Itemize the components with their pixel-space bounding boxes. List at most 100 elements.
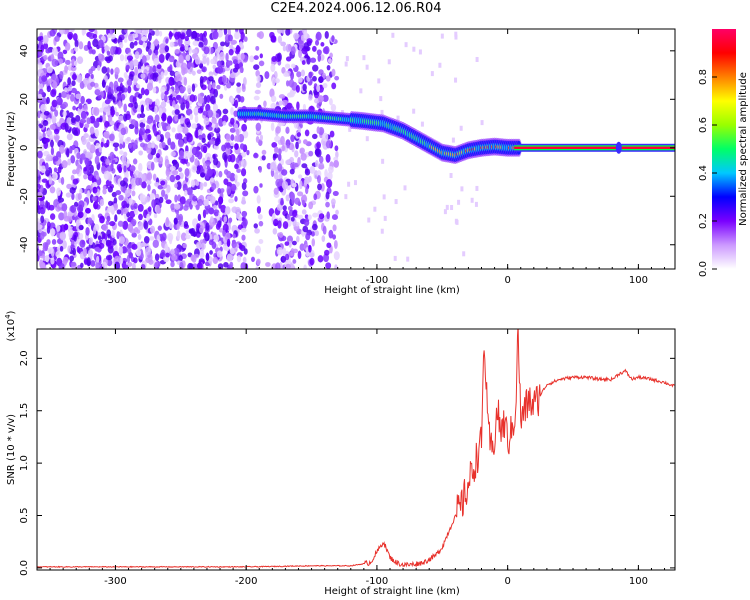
noise-dot bbox=[331, 82, 337, 90]
noise-dot bbox=[175, 209, 180, 215]
noise-dot bbox=[99, 115, 103, 123]
noise-dot bbox=[174, 194, 178, 203]
noise-dot bbox=[216, 60, 222, 68]
noise-dot bbox=[185, 54, 191, 62]
noise-dot bbox=[84, 188, 88, 195]
noise-dot bbox=[185, 234, 191, 240]
noise-dot bbox=[183, 93, 188, 101]
noise-dot bbox=[141, 242, 147, 247]
noise-dot bbox=[152, 239, 159, 248]
noise-dot bbox=[140, 73, 146, 79]
noise-dot bbox=[86, 117, 92, 125]
noise-dot bbox=[199, 32, 203, 41]
noise-dot bbox=[113, 197, 118, 205]
noise-dot bbox=[302, 225, 309, 233]
noise-dot bbox=[256, 205, 262, 214]
faint-speckle bbox=[381, 158, 385, 164]
noise-dot bbox=[330, 103, 337, 112]
noise-dot bbox=[325, 153, 331, 163]
noise-dot bbox=[265, 262, 271, 267]
noise-dot bbox=[151, 199, 156, 209]
noise-dot bbox=[327, 58, 332, 64]
noise-dot bbox=[90, 73, 94, 80]
snr-frame bbox=[36, 328, 676, 571]
noise-dot bbox=[232, 67, 239, 73]
noise-dot bbox=[37, 169, 41, 177]
noise-dot bbox=[177, 216, 183, 221]
noise-dot bbox=[176, 223, 180, 230]
noise-dot bbox=[308, 201, 314, 210]
noise-dot bbox=[50, 139, 54, 148]
noise-dot bbox=[231, 241, 237, 249]
noise-dot bbox=[111, 159, 116, 165]
noise-dot bbox=[139, 113, 146, 119]
noise-dot bbox=[119, 143, 123, 150]
noise-dot bbox=[94, 89, 101, 96]
noise-dot bbox=[154, 253, 160, 262]
noise-dot bbox=[174, 183, 178, 189]
noise-dot bbox=[169, 222, 174, 229]
noise-speckles bbox=[37, 29, 340, 269]
noise-dot bbox=[297, 156, 301, 166]
noise-dot bbox=[42, 246, 49, 252]
noise-dot bbox=[62, 110, 67, 117]
noise-dot bbox=[164, 194, 168, 201]
noise-dot bbox=[259, 134, 263, 141]
noise-dot bbox=[191, 146, 198, 156]
noise-dot bbox=[140, 87, 145, 96]
noise-dot bbox=[154, 114, 160, 123]
noise-dot bbox=[219, 30, 224, 37]
noise-dot bbox=[61, 203, 68, 212]
noise-dot bbox=[174, 31, 180, 40]
noise-dot bbox=[297, 174, 303, 179]
noise-dot bbox=[149, 225, 156, 234]
colorbar-label: Normalized spectral amplitude bbox=[738, 72, 749, 226]
noise-dot bbox=[153, 156, 160, 163]
snr-ytick-label: 0.0 bbox=[19, 560, 30, 576]
noise-dot bbox=[117, 231, 121, 237]
noise-dot bbox=[67, 245, 71, 253]
noise-dot bbox=[82, 29, 87, 35]
noise-dot bbox=[327, 171, 333, 181]
noise-dot bbox=[126, 47, 131, 54]
noise-dot bbox=[87, 217, 93, 224]
noise-dot bbox=[137, 221, 144, 231]
noise-dot bbox=[287, 43, 292, 51]
noise-dot bbox=[169, 70, 175, 76]
noise-dot bbox=[316, 141, 321, 149]
noise-dot bbox=[55, 251, 61, 258]
noise-dot bbox=[120, 206, 124, 216]
noise-dot bbox=[197, 198, 204, 207]
noise-dot bbox=[212, 256, 219, 265]
noise-dot bbox=[139, 127, 146, 136]
noise-dot bbox=[303, 219, 310, 227]
noise-dot bbox=[264, 71, 270, 80]
noise-dot bbox=[309, 166, 316, 174]
noise-dot bbox=[108, 86, 112, 94]
noise-dot bbox=[58, 29, 65, 35]
noise-dot bbox=[139, 122, 146, 129]
noise-dot bbox=[74, 39, 79, 48]
noise-dot bbox=[123, 165, 127, 173]
noise-dot bbox=[58, 144, 65, 154]
noise-dot bbox=[76, 246, 80, 253]
noise-dot bbox=[78, 188, 83, 195]
noise-dot bbox=[326, 211, 330, 220]
noise-dot bbox=[38, 250, 43, 257]
noise-dot bbox=[128, 102, 134, 108]
faint-speckle bbox=[367, 217, 371, 223]
noise-dot bbox=[332, 224, 337, 232]
noise-dot bbox=[82, 247, 88, 257]
noise-dot bbox=[133, 78, 138, 86]
noise-dot bbox=[116, 209, 122, 215]
noise-dot bbox=[169, 41, 175, 48]
noise-dot bbox=[178, 97, 184, 104]
snr-ytick-label: 1.0 bbox=[19, 455, 30, 471]
noise-dot bbox=[289, 156, 295, 163]
noise-dot bbox=[158, 30, 163, 37]
noise-dot bbox=[290, 192, 296, 202]
noise-dot bbox=[235, 128, 240, 136]
noise-dot bbox=[194, 129, 199, 139]
noise-dot bbox=[39, 208, 46, 215]
noise-dot bbox=[117, 115, 125, 122]
